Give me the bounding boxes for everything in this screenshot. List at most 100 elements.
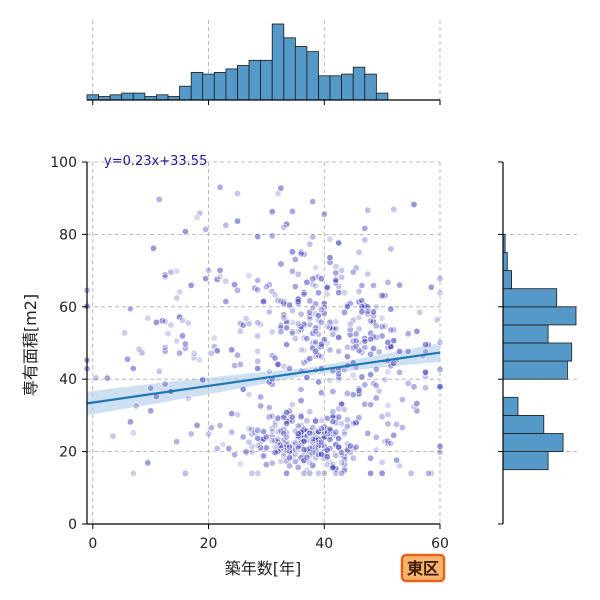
scatter-point — [155, 195, 163, 203]
scatter-point — [323, 322, 331, 330]
scatter-point — [329, 408, 337, 416]
scatter-point — [369, 344, 377, 352]
scatter-point — [367, 335, 375, 343]
y-marginal-histogram — [498, 161, 580, 525]
scatter-point — [361, 381, 369, 389]
scatter-point — [352, 342, 360, 350]
scatter-point — [404, 379, 412, 387]
scatter-point — [222, 297, 230, 305]
scatter-point — [338, 273, 346, 281]
scatter-point — [280, 430, 288, 438]
scatter-point — [219, 440, 227, 448]
scatter-point — [254, 347, 262, 355]
scatter-point — [323, 290, 331, 298]
scatter-point — [277, 297, 285, 305]
y-tick-label: 40 — [59, 372, 77, 388]
scatter-point — [265, 368, 273, 376]
scatter-point — [291, 438, 299, 446]
scatter-point — [173, 337, 181, 345]
scatter-point — [355, 248, 363, 256]
x-hist-bar — [375, 92, 389, 101]
scatter-point — [355, 287, 363, 295]
scatter-point — [173, 267, 181, 275]
scatter-point — [274, 360, 282, 368]
scatter-point — [343, 353, 351, 361]
scatter-point — [291, 283, 299, 291]
scatter-point — [124, 355, 132, 363]
scatter-point — [335, 413, 343, 421]
scatter-point — [381, 376, 389, 384]
scatter-point — [216, 183, 224, 191]
scatter-point — [398, 423, 406, 431]
scatter-point — [234, 217, 242, 225]
scatter-point — [259, 298, 267, 306]
scatter-point — [176, 349, 184, 357]
scatter-point — [239, 385, 247, 393]
y-tick-label: 100 — [50, 155, 77, 171]
scatter-point — [271, 448, 279, 456]
scatter-point — [228, 410, 236, 418]
y-hist-bar — [502, 414, 545, 434]
scatter-point — [338, 459, 346, 467]
scatter-point — [268, 208, 276, 216]
scatter-point — [291, 335, 299, 343]
scatter-point — [184, 319, 192, 327]
scatter-point — [285, 301, 293, 309]
badge-label: 東区 — [407, 559, 439, 578]
y-hist-bar — [502, 270, 513, 290]
scatter-point — [132, 402, 140, 410]
scatter-point — [129, 469, 137, 477]
y-tick-label: 80 — [59, 227, 77, 243]
scatter-point — [297, 346, 305, 354]
scatter-point — [103, 374, 111, 382]
scatter-point — [303, 278, 311, 286]
scatter-point — [271, 443, 279, 451]
scatter-point — [306, 355, 314, 363]
scatter-point — [338, 448, 346, 456]
scatter-point — [280, 223, 288, 231]
scatter-point — [358, 373, 366, 381]
scatter-point — [306, 297, 314, 305]
scatter-point — [340, 308, 348, 316]
scatter-point — [393, 420, 401, 428]
scatter-point — [421, 341, 429, 349]
scatter-point — [291, 255, 299, 263]
scatter-point — [335, 443, 343, 451]
scatter-point — [288, 307, 296, 315]
scatter-point — [346, 442, 354, 450]
scatter-point — [294, 430, 302, 438]
x-hist-bar — [179, 85, 192, 101]
scatter-point — [312, 347, 320, 355]
scatter-point — [259, 428, 267, 436]
scatter-point — [109, 432, 117, 440]
x-hist-bar — [318, 75, 331, 101]
scatter-points — [83, 183, 444, 477]
scatter-point — [144, 314, 152, 322]
x-tick-label: 20 — [200, 536, 218, 552]
scatter-point — [300, 446, 308, 454]
scatter-point — [283, 469, 291, 477]
scatter-point — [155, 367, 163, 375]
scatter-point — [361, 400, 369, 408]
scatter-point — [413, 327, 421, 335]
scatter-point — [205, 430, 213, 438]
scatter-point — [306, 315, 314, 323]
scatter-point — [361, 236, 369, 244]
scatter-point — [312, 264, 320, 272]
y-axis-label: 専有面積[m2] — [21, 294, 40, 396]
scatter-point — [387, 439, 395, 447]
scatter-point — [181, 228, 189, 236]
scatter-point — [288, 207, 296, 215]
scatter-point — [306, 240, 314, 248]
scatter-point — [283, 324, 291, 332]
scatter-point — [202, 225, 210, 233]
x-hist-bar — [109, 94, 123, 101]
scatter-point — [262, 444, 270, 452]
scatter-point — [378, 332, 386, 340]
scatter-point — [343, 303, 351, 311]
scatter-point — [231, 362, 239, 370]
scatter-point — [294, 295, 302, 303]
scatter-point — [254, 332, 262, 340]
scatter-point — [323, 452, 331, 460]
scatter-point — [303, 335, 311, 343]
